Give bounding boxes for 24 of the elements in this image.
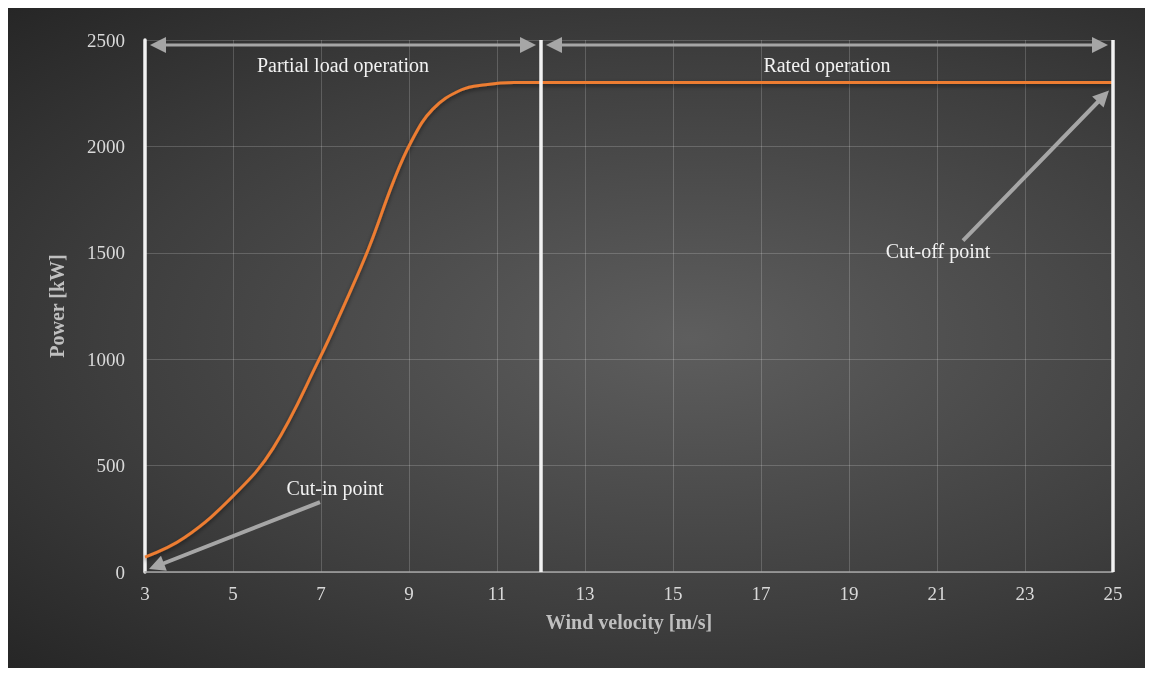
y-tick-label: 2500 bbox=[87, 29, 125, 51]
x-tick-label: 17 bbox=[751, 583, 771, 604]
x-tick-label: 13 bbox=[575, 583, 595, 604]
y-tick-label: 1000 bbox=[87, 348, 125, 370]
annotation: Rated operation bbox=[763, 53, 891, 77]
x-axis-title: Wind velocity [m/s] bbox=[545, 611, 713, 634]
x-tick-label: 19 bbox=[839, 583, 859, 604]
y-tick-label: 0 bbox=[115, 561, 125, 583]
x-tick-label: 3 bbox=[140, 583, 150, 604]
x-tick-label: 21 bbox=[927, 583, 947, 604]
x-tick-label: 9 bbox=[404, 583, 414, 604]
x-tick-label: 5 bbox=[228, 583, 238, 604]
x-tick-label: 7 bbox=[316, 583, 326, 604]
annotation: Partial load operation bbox=[256, 53, 430, 77]
y-tick-label: 1500 bbox=[87, 242, 125, 264]
x-tick-label: 11 bbox=[487, 583, 507, 604]
y-tick-label: 500 bbox=[96, 455, 125, 477]
annotation: Cut-in point bbox=[286, 476, 385, 500]
x-tick-label: 15 bbox=[663, 583, 683, 604]
y-tick-label: 2000 bbox=[87, 135, 125, 157]
annotation: Cut-off point bbox=[885, 240, 991, 264]
x-tick-label: 25 bbox=[1103, 583, 1123, 604]
y-axis-title: Power [kW] bbox=[46, 254, 68, 358]
x-tick-label: 23 bbox=[1015, 583, 1035, 604]
